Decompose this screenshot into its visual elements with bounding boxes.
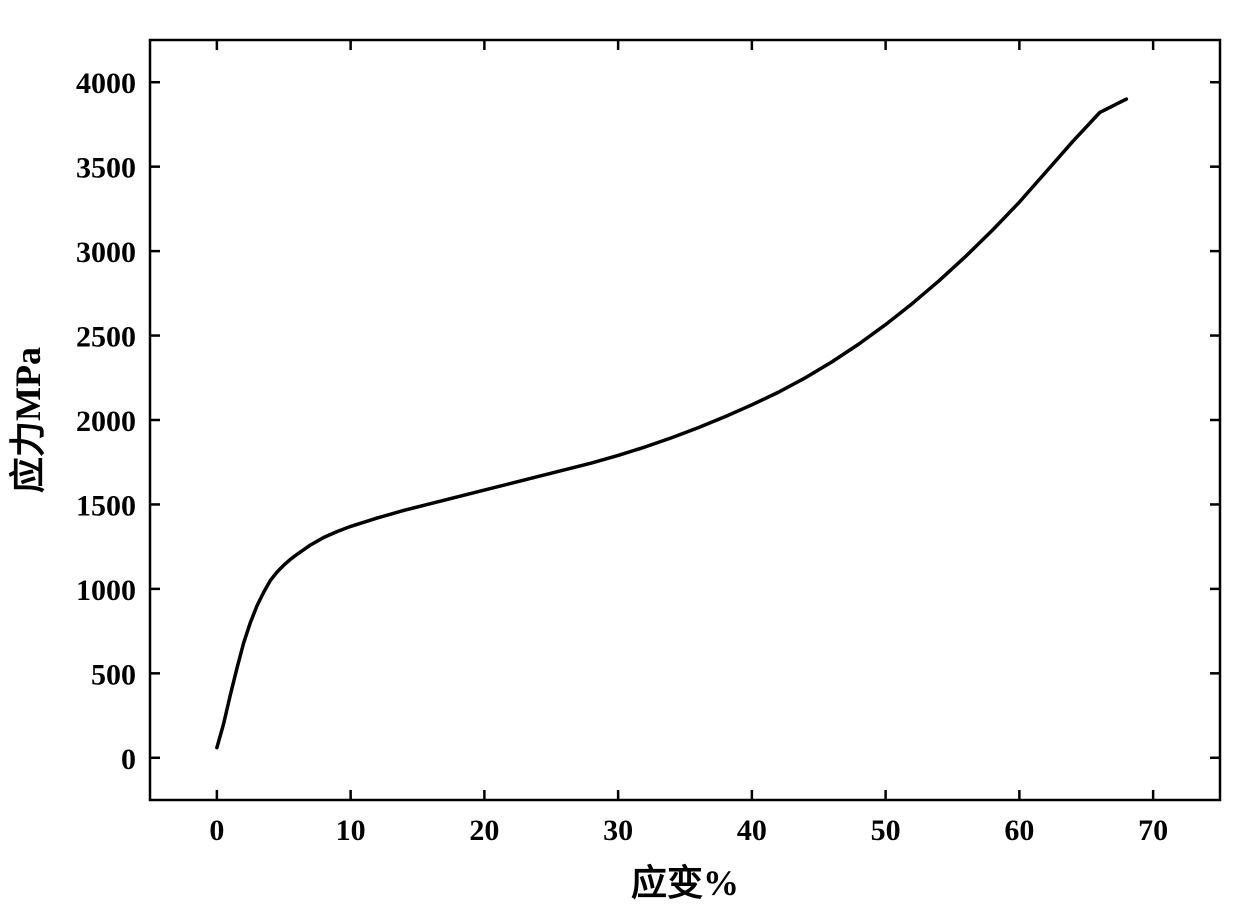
svg-text:50: 50 (871, 814, 901, 847)
svg-text:70: 70 (1138, 814, 1168, 847)
x-axis-label: 应变% (631, 862, 739, 903)
svg-text:1000: 1000 (76, 574, 136, 607)
svg-text:40: 40 (737, 814, 767, 847)
svg-text:2000: 2000 (76, 405, 136, 438)
svg-text:3000: 3000 (76, 236, 136, 269)
svg-text:4000: 4000 (76, 67, 136, 100)
chart-container: 0 10 20 30 40 50 60 70 0 500 1000 1500 2000 2500 3000 3… (0, 0, 1240, 918)
y-axis-label: 应力MPa (8, 347, 48, 493)
svg-text:60: 60 (1004, 814, 1034, 847)
svg-text:1500: 1500 (76, 489, 136, 522)
svg-text:0: 0 (209, 814, 224, 847)
svg-text:3500: 3500 (76, 152, 136, 185)
svg-text:0: 0 (121, 743, 136, 776)
svg-text:500: 500 (91, 658, 136, 691)
svg-text:10: 10 (336, 814, 366, 847)
svg-text:30: 30 (603, 814, 633, 847)
stress-strain-chart: 0 10 20 30 40 50 60 70 0 500 1000 1500 2000 2500 3000 3… (0, 0, 1240, 918)
svg-text:20: 20 (469, 814, 499, 847)
svg-text:2500: 2500 (76, 321, 136, 354)
